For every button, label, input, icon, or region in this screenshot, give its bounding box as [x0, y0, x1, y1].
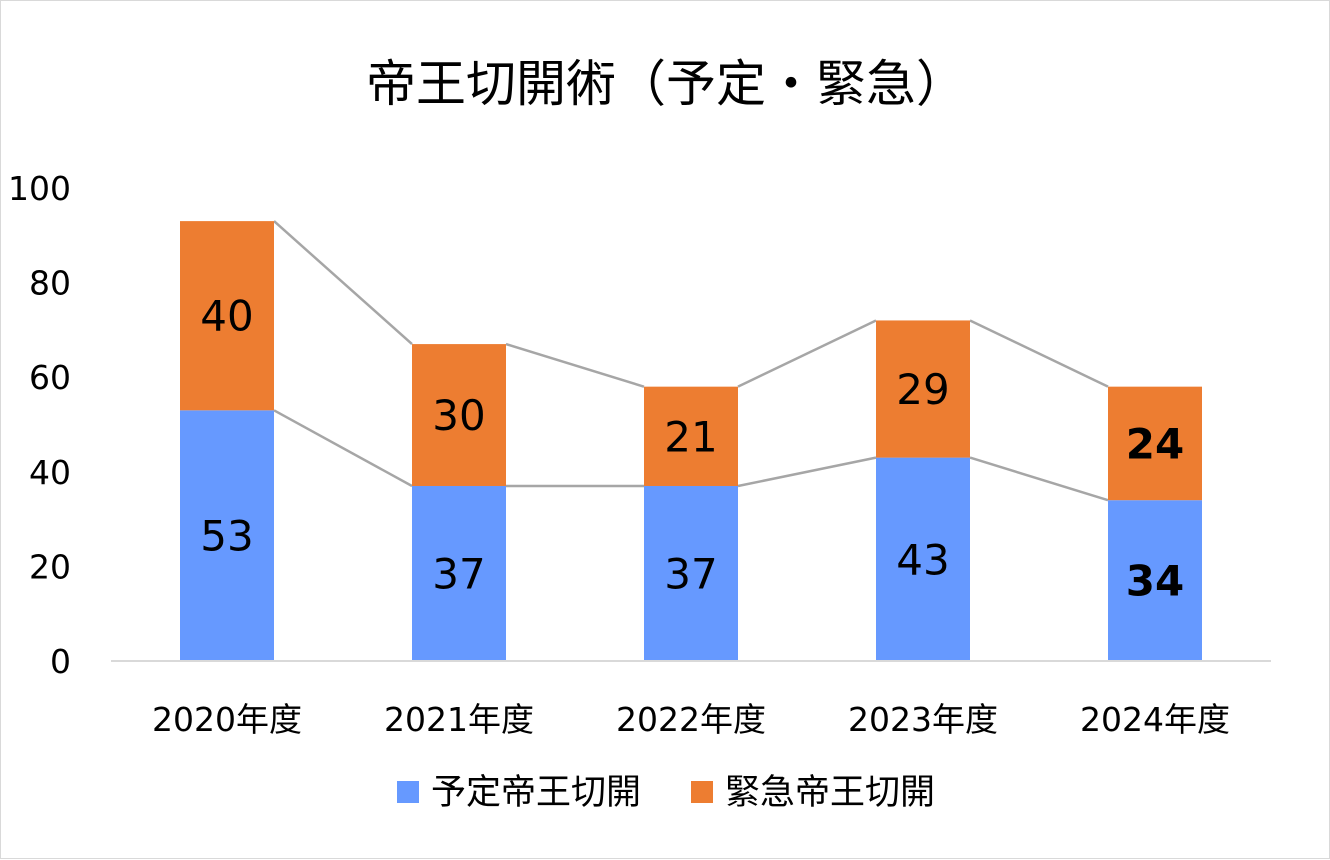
y-tick-label: 100: [8, 169, 71, 208]
bar-segment: [876, 457, 970, 661]
series-line: [737, 319, 877, 388]
x-tick-label: 2021年度: [384, 700, 534, 739]
series-line: [969, 456, 1109, 502]
bar-segment: [644, 485, 738, 661]
plot-area: 0 20 40 60 80 100 53 37 37 43 34 40 30 21 29 24 2020年度 20…: [8, 169, 1271, 739]
legend-label: 予定帝王切開: [431, 773, 641, 813]
y-tick-label: 80: [29, 264, 71, 303]
data-label: 53: [200, 512, 253, 561]
data-label: 37: [432, 549, 485, 598]
bar-segment: [180, 221, 274, 411]
y-tick-label: 60: [29, 358, 71, 397]
data-label: 40: [200, 292, 253, 341]
chart-title: 帝王切開術（予定・緊急）: [366, 55, 966, 113]
data-label: 29: [896, 365, 949, 414]
series-line: [273, 220, 413, 346]
series-line: [505, 342, 645, 388]
series-line: [969, 319, 1109, 388]
series-line: [273, 409, 413, 488]
data-label: 34: [1126, 557, 1184, 606]
y-tick-label: 0: [50, 642, 71, 681]
bar-segment: [180, 410, 274, 661]
x-tick-label: 2024年度: [1080, 700, 1230, 739]
x-tick-label: 2023年度: [848, 700, 998, 739]
x-tick-label: 2022年度: [616, 700, 766, 739]
legend-swatch: [397, 781, 419, 803]
series-line: [737, 456, 877, 488]
data-label: 21: [664, 412, 717, 461]
legend: 予定帝王切開 緊急帝王切開: [397, 773, 935, 813]
data-label: 24: [1126, 419, 1184, 468]
y-tick-label: 20: [29, 547, 71, 586]
y-tick-label: 40: [29, 453, 71, 492]
data-label: 37: [664, 549, 717, 598]
bar-segment: [412, 485, 506, 661]
bar-segment: [412, 344, 506, 486]
data-label: 43: [896, 535, 949, 584]
bar-segment: [876, 320, 970, 458]
bar-segment: [644, 386, 738, 486]
bar-segment: [1108, 386, 1202, 501]
legend-swatch: [691, 781, 713, 803]
x-tick-label: 2020年度: [152, 700, 302, 739]
legend-label: 緊急帝王切開: [725, 773, 935, 813]
data-label: 30: [432, 391, 485, 440]
bar-segment: [1108, 500, 1202, 661]
